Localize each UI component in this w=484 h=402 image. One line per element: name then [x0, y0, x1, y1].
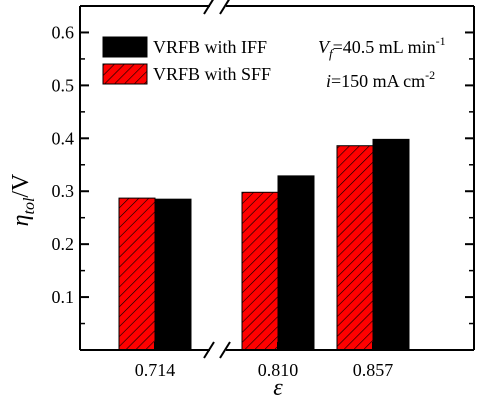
legend-label-sff: VRFB with SFF: [153, 64, 271, 84]
legend: VRFB with IFF VRFB with SFF: [102, 36, 271, 85]
y-axis-title-sub: tol: [21, 197, 38, 214]
y-tick-label-0.6: 0.6: [52, 22, 75, 42]
axis-break-mark-top: [203, 0, 214, 15]
svg-text:i=150 mA cm-2: i=150 mA cm-2: [326, 68, 435, 91]
x-tick-label-0.714: 0.714: [135, 360, 176, 380]
bar-iff-0.857: [372, 138, 410, 351]
axis-break-mark-bottom: [203, 341, 215, 359]
annot-flow-var: V: [318, 37, 331, 57]
annot-current-value: =150 mA cm: [331, 71, 425, 91]
y-tick-label-0.2: 0.2: [52, 234, 75, 254]
y-tick-label-0.4: 0.4: [52, 128, 75, 148]
bar-iff-0.810: [277, 175, 315, 351]
x-tick-label-0.857: 0.857: [353, 360, 394, 380]
bar-sff-0.857: [336, 145, 374, 351]
bars-layer: [118, 138, 410, 351]
legend-swatch-iff: [102, 36, 148, 58]
x-tick-label-0.810: 0.810: [258, 360, 299, 380]
bar-iff-0.714: [154, 198, 192, 351]
y-axis-title-main: η: [8, 214, 34, 226]
y-axis-title-suffix: /V: [8, 173, 34, 198]
legend-label-iff: VRFB with IFF: [153, 37, 267, 57]
bar-sff-0.714: [118, 197, 156, 351]
annot-flow-sup: -1: [436, 34, 446, 48]
annot-flow-value: =40.5 mL min: [333, 37, 436, 57]
annot-flow-sub: f: [329, 46, 335, 61]
x-axis-title: ε: [273, 375, 283, 401]
y-tick-label-0.1: 0.1: [52, 287, 75, 307]
annotation-current-density: i=150 mA cm-2: [326, 68, 435, 91]
axis-break-mark-top: [219, 0, 230, 15]
legend-swatch-sff: [102, 63, 148, 85]
y-tick-label-0.5: 0.5: [52, 75, 75, 95]
annot-current-var: i: [326, 71, 331, 91]
y-axis-title: ηtol/V: [8, 173, 38, 226]
axes-layer: [79, 0, 475, 359]
bar-sff-0.810: [241, 191, 279, 351]
svg-text:Vf=40.5 mL min-1: Vf=40.5 mL min-1: [318, 34, 446, 61]
ticks-layer: 0.714 0.810 0.857 0.1 0.2 0.3 0.4 0.5 0.6: [52, 22, 474, 380]
y-tick-label-0.3: 0.3: [52, 181, 75, 201]
annot-current-sup: -2: [425, 68, 435, 82]
axis-break-mark-bottom: [219, 341, 231, 359]
annotation-flow-rate: Vf=40.5 mL min-1: [318, 34, 446, 61]
